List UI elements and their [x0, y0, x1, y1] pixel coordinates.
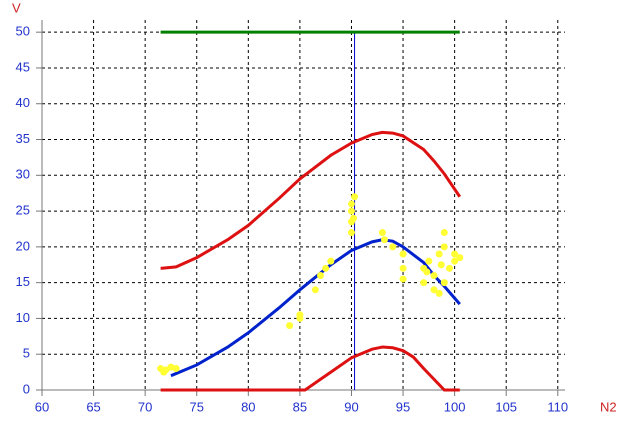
x-tick-label: 80 [241, 399, 255, 414]
scatter-point [445, 264, 453, 272]
x-tick-label: 85 [293, 399, 307, 414]
y-tick-label: 45 [16, 59, 30, 74]
x-tick-label: 105 [495, 399, 517, 414]
scatter-point [423, 268, 431, 276]
scatter-point [435, 289, 443, 297]
scatter-point [451, 257, 459, 265]
x-tick-label: 90 [344, 399, 358, 414]
x-tick-label: 65 [86, 399, 100, 414]
scatter-point [430, 271, 438, 279]
scatter-point [327, 257, 335, 265]
scatter-point [351, 193, 359, 201]
scatter-point [380, 236, 388, 244]
scatter-point [296, 311, 304, 319]
x-tick-label: 95 [396, 399, 410, 414]
x-tick-label: 75 [189, 399, 203, 414]
y-tick-label: 50 [16, 24, 30, 39]
line [160, 130, 462, 270]
scatter-point [389, 243, 397, 251]
x-tick-label: 100 [444, 399, 466, 414]
scatter-point [172, 365, 180, 373]
y-tick-label: 5 [23, 346, 30, 361]
scatter-point [399, 250, 407, 258]
scatter-point [347, 200, 355, 208]
y-tick-label: 30 [16, 167, 30, 182]
scatter-point [437, 261, 445, 269]
scatter-point [317, 271, 325, 279]
scatter-point [378, 229, 386, 237]
scatter-point [160, 368, 168, 376]
scatter-point [440, 229, 448, 237]
y-axis-label: V [12, 0, 21, 15]
x-tick-label: 60 [35, 399, 49, 414]
y-tick-label: 40 [16, 95, 30, 110]
scatter-point [347, 207, 355, 215]
y-tick-label: 10 [16, 310, 30, 325]
y-tick-label: 25 [16, 203, 30, 218]
scatter-point [435, 250, 443, 258]
y-tick-label: 35 [16, 131, 30, 146]
scatter-point [430, 286, 438, 294]
scatter-point [456, 254, 464, 262]
scatter-point [322, 264, 330, 272]
scatter-point [399, 264, 407, 272]
y-tick-label: 20 [16, 238, 30, 253]
line [160, 345, 460, 392]
scatter-point [350, 214, 358, 222]
x-tick-label: 110 [547, 399, 568, 414]
scatter-point [420, 279, 428, 287]
y-tick-label: 0 [23, 381, 30, 396]
x-tick-label: 70 [138, 399, 152, 414]
scatter-point [311, 286, 319, 294]
scatter-point [440, 243, 448, 251]
scatter-point [451, 250, 459, 258]
line [170, 238, 461, 378]
scatter-point [286, 322, 294, 330]
scatter-point [440, 279, 448, 287]
scatter-point [399, 275, 407, 283]
y-tick-label: 15 [16, 274, 30, 289]
scatter-point [425, 257, 433, 265]
x-axis-label: N2 [600, 399, 617, 414]
scatter-point [347, 229, 355, 237]
